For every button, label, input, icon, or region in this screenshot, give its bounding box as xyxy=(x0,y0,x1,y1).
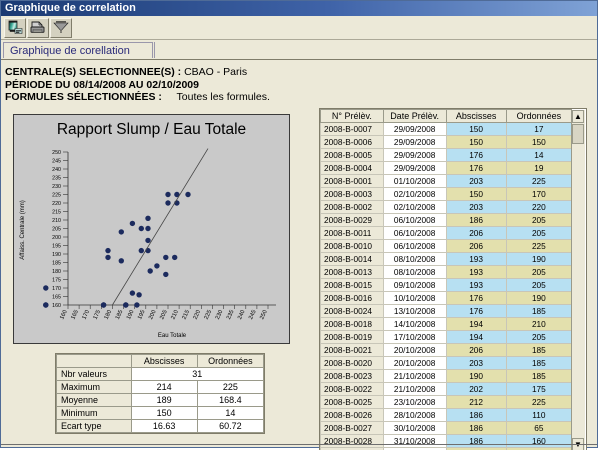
svg-text:185: 185 xyxy=(52,260,61,266)
svg-text:170: 170 xyxy=(52,286,61,292)
svg-text:230: 230 xyxy=(52,184,61,190)
svg-text:245: 245 xyxy=(52,158,61,164)
svg-text:240: 240 xyxy=(52,167,61,173)
svg-text:160: 160 xyxy=(59,309,69,320)
svg-text:240: 240 xyxy=(237,309,247,320)
svg-text:175: 175 xyxy=(52,277,61,283)
svg-text:235: 235 xyxy=(226,309,236,320)
svg-text:175: 175 xyxy=(93,309,103,320)
svg-text:250: 250 xyxy=(259,309,269,320)
svg-text:200: 200 xyxy=(148,309,158,320)
svg-text:165: 165 xyxy=(70,309,80,320)
svg-text:245: 245 xyxy=(248,309,258,320)
svg-text:230: 230 xyxy=(215,309,225,320)
svg-text:225: 225 xyxy=(52,192,61,198)
svg-text:205: 205 xyxy=(52,226,61,232)
svg-text:210: 210 xyxy=(52,218,61,224)
svg-text:195: 195 xyxy=(137,309,147,320)
svg-text:250: 250 xyxy=(52,150,61,156)
svg-text:185: 185 xyxy=(115,309,125,320)
svg-text:180: 180 xyxy=(104,309,114,320)
svg-text:235: 235 xyxy=(52,175,61,181)
svg-text:190: 190 xyxy=(126,309,136,320)
svg-text:170: 170 xyxy=(81,309,91,320)
svg-text:200: 200 xyxy=(52,235,61,241)
svg-text:210: 210 xyxy=(170,309,180,320)
svg-text:165: 165 xyxy=(52,294,61,300)
svg-text:205: 205 xyxy=(159,309,169,320)
svg-text:225: 225 xyxy=(204,309,214,320)
svg-text:220: 220 xyxy=(52,201,61,207)
svg-text:215: 215 xyxy=(181,309,191,320)
svg-text:160: 160 xyxy=(52,303,61,309)
svg-text:195: 195 xyxy=(52,243,61,249)
svg-text:215: 215 xyxy=(52,209,61,215)
svg-text:220: 220 xyxy=(193,309,203,320)
svg-text:180: 180 xyxy=(52,269,61,275)
svg-text:190: 190 xyxy=(52,252,61,258)
svg-text:Affaiss. Centrale (mm): Affaiss. Centrale (mm) xyxy=(20,200,26,260)
svg-text:Eau Totale: Eau Totale xyxy=(158,333,187,339)
